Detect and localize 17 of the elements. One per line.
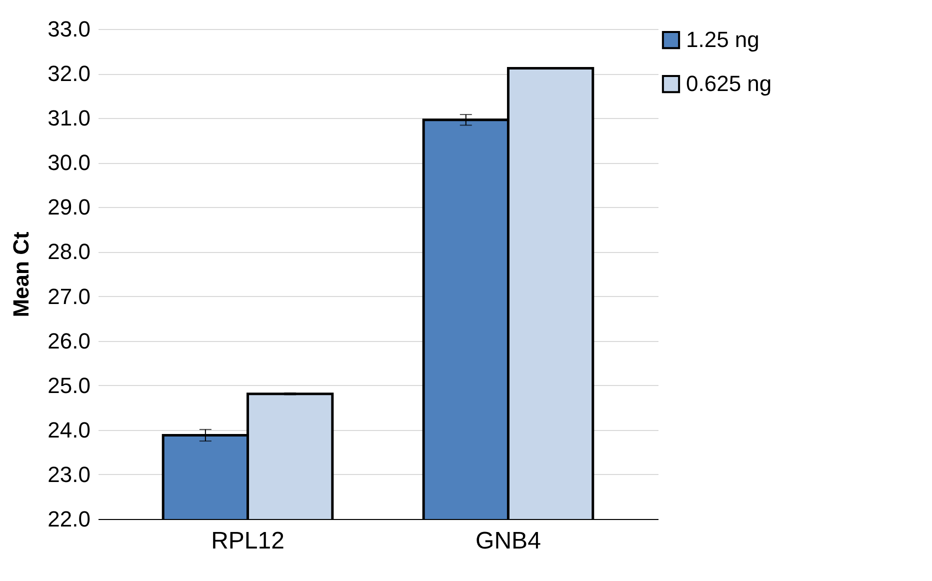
y-tick-label: 25.0 — [48, 372, 90, 398]
y-tick-label: 24.0 — [48, 417, 90, 442]
y-tick-label: 33.0 — [48, 16, 90, 42]
y-tick-label: 28.0 — [48, 239, 90, 264]
y-tick-label: 22.0 — [48, 506, 90, 532]
y-tick-label: 26.0 — [48, 328, 90, 354]
x-tick-label: RPL12 — [211, 528, 284, 554]
y-axis-title: Mean Ct — [8, 231, 34, 318]
y-tick-label: 27.0 — [48, 284, 90, 309]
y-tick-label: 23.0 — [48, 462, 90, 487]
y-tick-label: 32.0 — [48, 61, 90, 86]
y-tick-label: 29.0 — [48, 194, 90, 220]
y-tick-label: 30.0 — [48, 150, 90, 176]
y-tick-label: 31.0 — [48, 106, 90, 131]
legend-label: 0.625 ng — [686, 71, 772, 96]
x-tick-label: GNB4 — [476, 528, 541, 554]
legend-label: 1.25 ng — [686, 27, 760, 52]
